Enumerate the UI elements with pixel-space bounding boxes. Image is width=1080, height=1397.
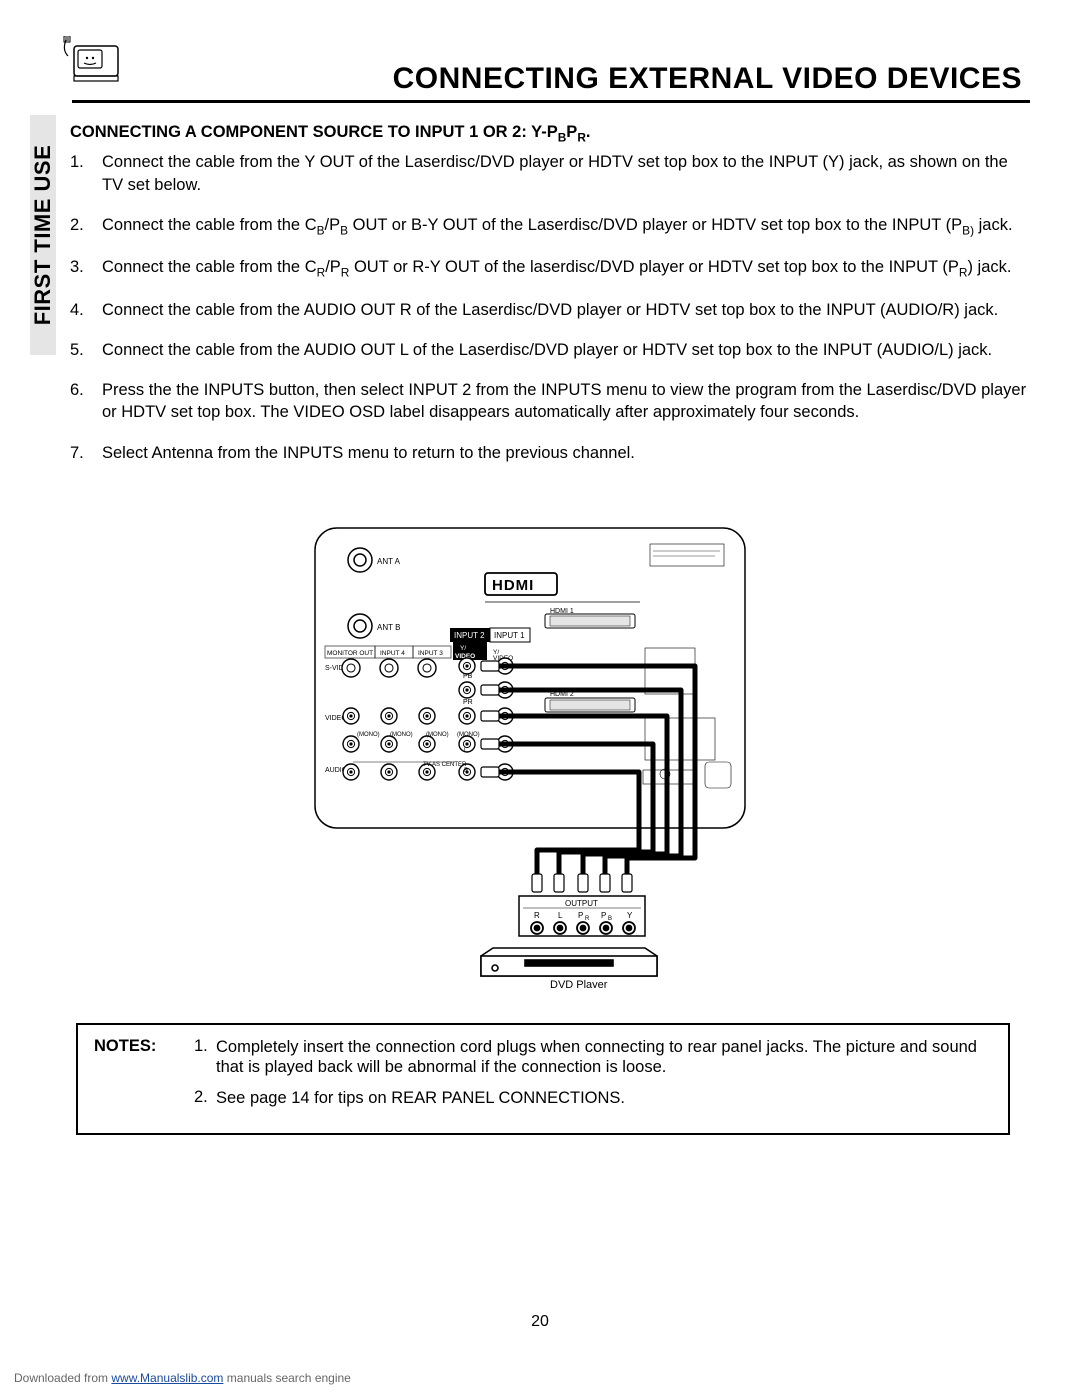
side-tab-label: FIRST TIME USE: [30, 145, 56, 326]
step-item: 4.Connect the cable from the AUDIO OUT R…: [70, 299, 1030, 321]
connection-diagram: ANT A ANT B HDMI HDMI 1 INPUT 2 INPUT 1 …: [30, 518, 1030, 993]
svg-text:INPUT 2: INPUT 2: [454, 631, 485, 640]
step-number: 3.: [70, 256, 102, 280]
side-tab: FIRST TIME USE: [30, 115, 56, 355]
step-text: Connect the cable from the CR/PR OUT or …: [102, 256, 1030, 280]
note-text: Completely insert the connection cord pl…: [216, 1037, 992, 1078]
note-number: 1.: [194, 1037, 216, 1078]
step-number: 1.: [70, 151, 102, 196]
svg-text:P: P: [578, 911, 583, 920]
svg-text:ANT B: ANT B: [377, 623, 400, 632]
steps-list: 1.Connect the cable from the Y OUT of th…: [70, 151, 1030, 464]
footer-link[interactable]: www.Manualslib.com: [111, 1371, 223, 1385]
svg-text:(MONO): (MONO): [457, 732, 480, 738]
svg-text:Y: Y: [627, 911, 633, 920]
svg-text:MONITOR OUT: MONITOR OUT: [327, 650, 373, 657]
step-item: 1.Connect the cable from the Y OUT of th…: [70, 151, 1030, 196]
step-item: 5.Connect the cable from the AUDIO OUT L…: [70, 339, 1030, 361]
step-number: 5.: [70, 339, 102, 361]
step-item: 7.Select Antenna from the INPUTS menu to…: [70, 442, 1030, 464]
step-number: 2.: [70, 214, 102, 238]
step-text: Select Antenna from the INPUTS menu to r…: [102, 442, 1030, 464]
step-number: 4.: [70, 299, 102, 321]
svg-text:ANT A: ANT A: [377, 557, 401, 566]
svg-text:PR: PR: [463, 699, 473, 706]
svg-text:R: R: [464, 768, 469, 774]
page-title: CONNECTING EXTERNAL VIDEO DEVICES: [72, 62, 1030, 103]
notes-list: 1.Completely insert the connection cord …: [194, 1037, 992, 1119]
svg-text:TV AS CENTER: TV AS CENTER: [423, 762, 467, 768]
step-text: Connect the cable from the AUDIO OUT R o…: [102, 299, 1030, 321]
step-item: 2.Connect the cable from the CB/PB OUT o…: [70, 214, 1030, 238]
svg-text:INPUT 4: INPUT 4: [380, 650, 405, 657]
note-item: 1.Completely insert the connection cord …: [194, 1037, 992, 1078]
svg-text:R: R: [585, 916, 590, 922]
svg-text:PB: PB: [463, 673, 473, 680]
svg-text:HDMI: HDMI: [492, 577, 534, 594]
step-text: Connect the cable from the AUDIO OUT L o…: [102, 339, 1030, 361]
note-text: See page 14 for tips on REAR PANEL CONNE…: [216, 1088, 992, 1109]
step-number: 7.: [70, 442, 102, 464]
notes-box: NOTES: 1.Completely insert the connectio…: [76, 1023, 1010, 1135]
tv-icon: [60, 36, 120, 82]
svg-text:(MONO): (MONO): [390, 732, 413, 738]
svg-text:OUTPUT: OUTPUT: [565, 899, 598, 908]
svg-text:INPUT 1: INPUT 1: [494, 631, 525, 640]
note-number: 2.: [194, 1088, 216, 1109]
step-text: Connect the cable from the CB/PB OUT or …: [102, 214, 1030, 238]
step-item: 6.Press the the INPUTS button, then sele…: [70, 379, 1030, 424]
svg-text:DVD Player: DVD Player: [550, 979, 608, 988]
step-text: Connect the cable from the Y OUT of the …: [102, 151, 1030, 196]
download-footer: Downloaded from www.Manualslib.com manua…: [14, 1371, 351, 1385]
step-number: 6.: [70, 379, 102, 424]
step-text: Press the the INPUTS button, then select…: [102, 379, 1030, 424]
svg-text:Y/: Y/: [460, 645, 466, 652]
svg-text:B: B: [608, 916, 612, 922]
page-number: 20: [0, 1313, 1080, 1331]
notes-label: NOTES:: [94, 1037, 194, 1119]
note-item: 2.See page 14 for tips on REAR PANEL CON…: [194, 1088, 992, 1109]
svg-text:L: L: [558, 911, 563, 920]
step-item: 3.Connect the cable from the CR/PR OUT o…: [70, 256, 1030, 280]
svg-text:(MONO): (MONO): [426, 732, 449, 738]
svg-text:(MONO): (MONO): [357, 732, 380, 738]
svg-text:P: P: [601, 911, 606, 920]
svg-text:R: R: [534, 911, 540, 920]
svg-text:INPUT 3: INPUT 3: [418, 650, 443, 657]
section-subhead: CONNECTING A COMPONENT SOURCE TO INPUT 1…: [70, 121, 1030, 145]
